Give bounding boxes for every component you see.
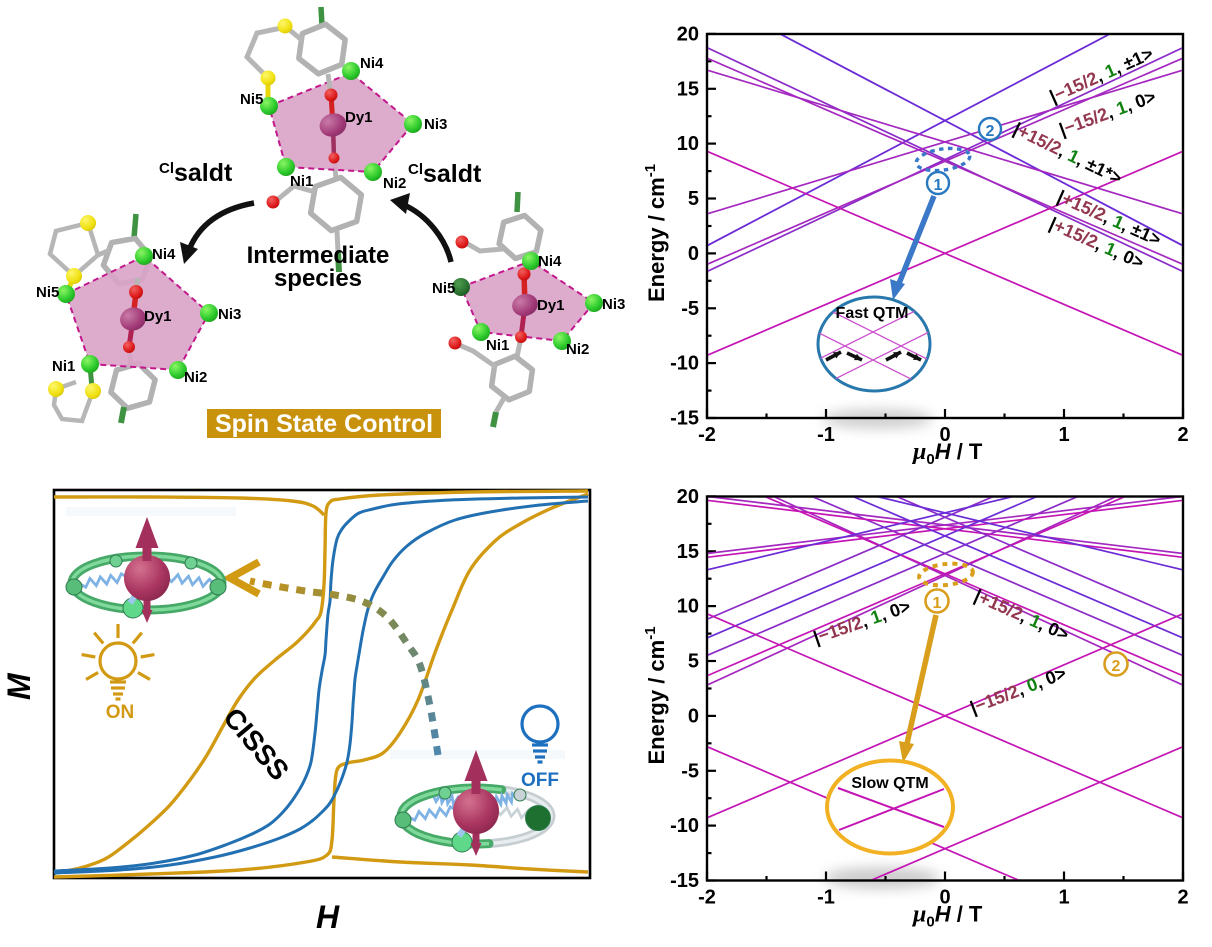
svg-text:5: 5 bbox=[688, 651, 699, 673]
svg-text:0: 0 bbox=[939, 424, 950, 446]
svg-text:-5: -5 bbox=[681, 298, 699, 320]
svg-text:-2: -2 bbox=[698, 887, 716, 909]
svg-text:1: 1 bbox=[1058, 887, 1069, 909]
svg-text:ON: ON bbox=[106, 702, 135, 723]
svg-text:-5: -5 bbox=[681, 760, 699, 782]
svg-text:Intermediate: Intermediate bbox=[247, 242, 390, 269]
svg-text:Energy / cm-1: Energy / cm-1 bbox=[642, 626, 669, 764]
svg-text:M: M bbox=[1, 672, 37, 700]
svg-text:species: species bbox=[274, 265, 362, 292]
svg-text:μ0H / T: μ0H / T bbox=[911, 902, 983, 931]
svg-text:0: 0 bbox=[939, 887, 950, 909]
svg-text:Ni2: Ni2 bbox=[566, 341, 589, 358]
svg-text:15: 15 bbox=[677, 78, 699, 100]
svg-text:Ni5: Ni5 bbox=[36, 284, 59, 301]
svg-text:Clsaldt: Clsaldt bbox=[159, 159, 233, 187]
svg-text:5: 5 bbox=[688, 188, 699, 210]
svg-text:1: 1 bbox=[1058, 424, 1069, 446]
svg-text:10: 10 bbox=[677, 133, 699, 155]
svg-text:Ni3: Ni3 bbox=[424, 116, 447, 133]
svg-text:Ni5: Ni5 bbox=[240, 91, 263, 108]
svg-text:Ni4: Ni4 bbox=[152, 246, 176, 263]
svg-text:Fast QTM: Fast QTM bbox=[836, 305, 909, 322]
svg-text:2: 2 bbox=[1177, 887, 1188, 909]
svg-text:1: 1 bbox=[933, 595, 942, 612]
svg-text:CISSS: CISSS bbox=[217, 702, 295, 786]
svg-text:2: 2 bbox=[1177, 424, 1188, 446]
svg-text:-15: -15 bbox=[670, 408, 699, 430]
svg-text:Ni2: Ni2 bbox=[383, 175, 406, 192]
svg-text:-10: -10 bbox=[670, 815, 699, 837]
svg-text:20: 20 bbox=[677, 486, 699, 508]
svg-text:Slow QTM: Slow QTM bbox=[851, 775, 928, 792]
svg-text:20: 20 bbox=[677, 23, 699, 45]
svg-text:Dy1: Dy1 bbox=[537, 297, 565, 314]
svg-text:Ni1: Ni1 bbox=[486, 337, 509, 354]
svg-text:H: H bbox=[316, 899, 340, 935]
svg-text:-1: -1 bbox=[817, 424, 835, 446]
svg-text:0: 0 bbox=[688, 243, 699, 265]
svg-text:Dy1: Dy1 bbox=[345, 109, 373, 126]
svg-text:Energy / cm-1: Energy / cm-1 bbox=[642, 164, 669, 302]
svg-text:-10: -10 bbox=[670, 353, 699, 375]
svg-text:Ni3: Ni3 bbox=[218, 306, 241, 323]
svg-text:Ni1: Ni1 bbox=[52, 358, 75, 375]
svg-text:Clsaldt: Clsaldt bbox=[408, 160, 482, 188]
svg-text:0: 0 bbox=[688, 705, 699, 727]
svg-text:-15: -15 bbox=[670, 870, 699, 892]
svg-text:1: 1 bbox=[934, 177, 943, 194]
svg-text:10: 10 bbox=[677, 596, 699, 618]
svg-text:2: 2 bbox=[1112, 658, 1121, 675]
svg-text:Spin State Control: Spin State Control bbox=[215, 410, 433, 438]
svg-text:-1: -1 bbox=[817, 887, 835, 909]
svg-text:Ni2: Ni2 bbox=[184, 369, 207, 386]
svg-text:OFF: OFF bbox=[521, 770, 559, 791]
svg-text:|−15/2, 0, 0>: |−15/2, 0, 0> bbox=[967, 663, 1069, 718]
svg-text:Ni5: Ni5 bbox=[432, 280, 455, 297]
svg-text:Ni4: Ni4 bbox=[360, 55, 384, 72]
svg-text:Ni1: Ni1 bbox=[290, 173, 313, 190]
svg-text:|+15/2, 1, 0>: |+15/2, 1, 0> bbox=[971, 585, 1072, 644]
svg-text:Ni3: Ni3 bbox=[602, 296, 625, 313]
svg-text:-2: -2 bbox=[698, 424, 716, 446]
svg-text:2: 2 bbox=[986, 123, 995, 140]
svg-text:μ0H / T: μ0H / T bbox=[911, 439, 983, 468]
svg-text:Ni4: Ni4 bbox=[538, 253, 562, 270]
svg-text:15: 15 bbox=[677, 541, 699, 563]
svg-text:Dy1: Dy1 bbox=[144, 308, 172, 325]
